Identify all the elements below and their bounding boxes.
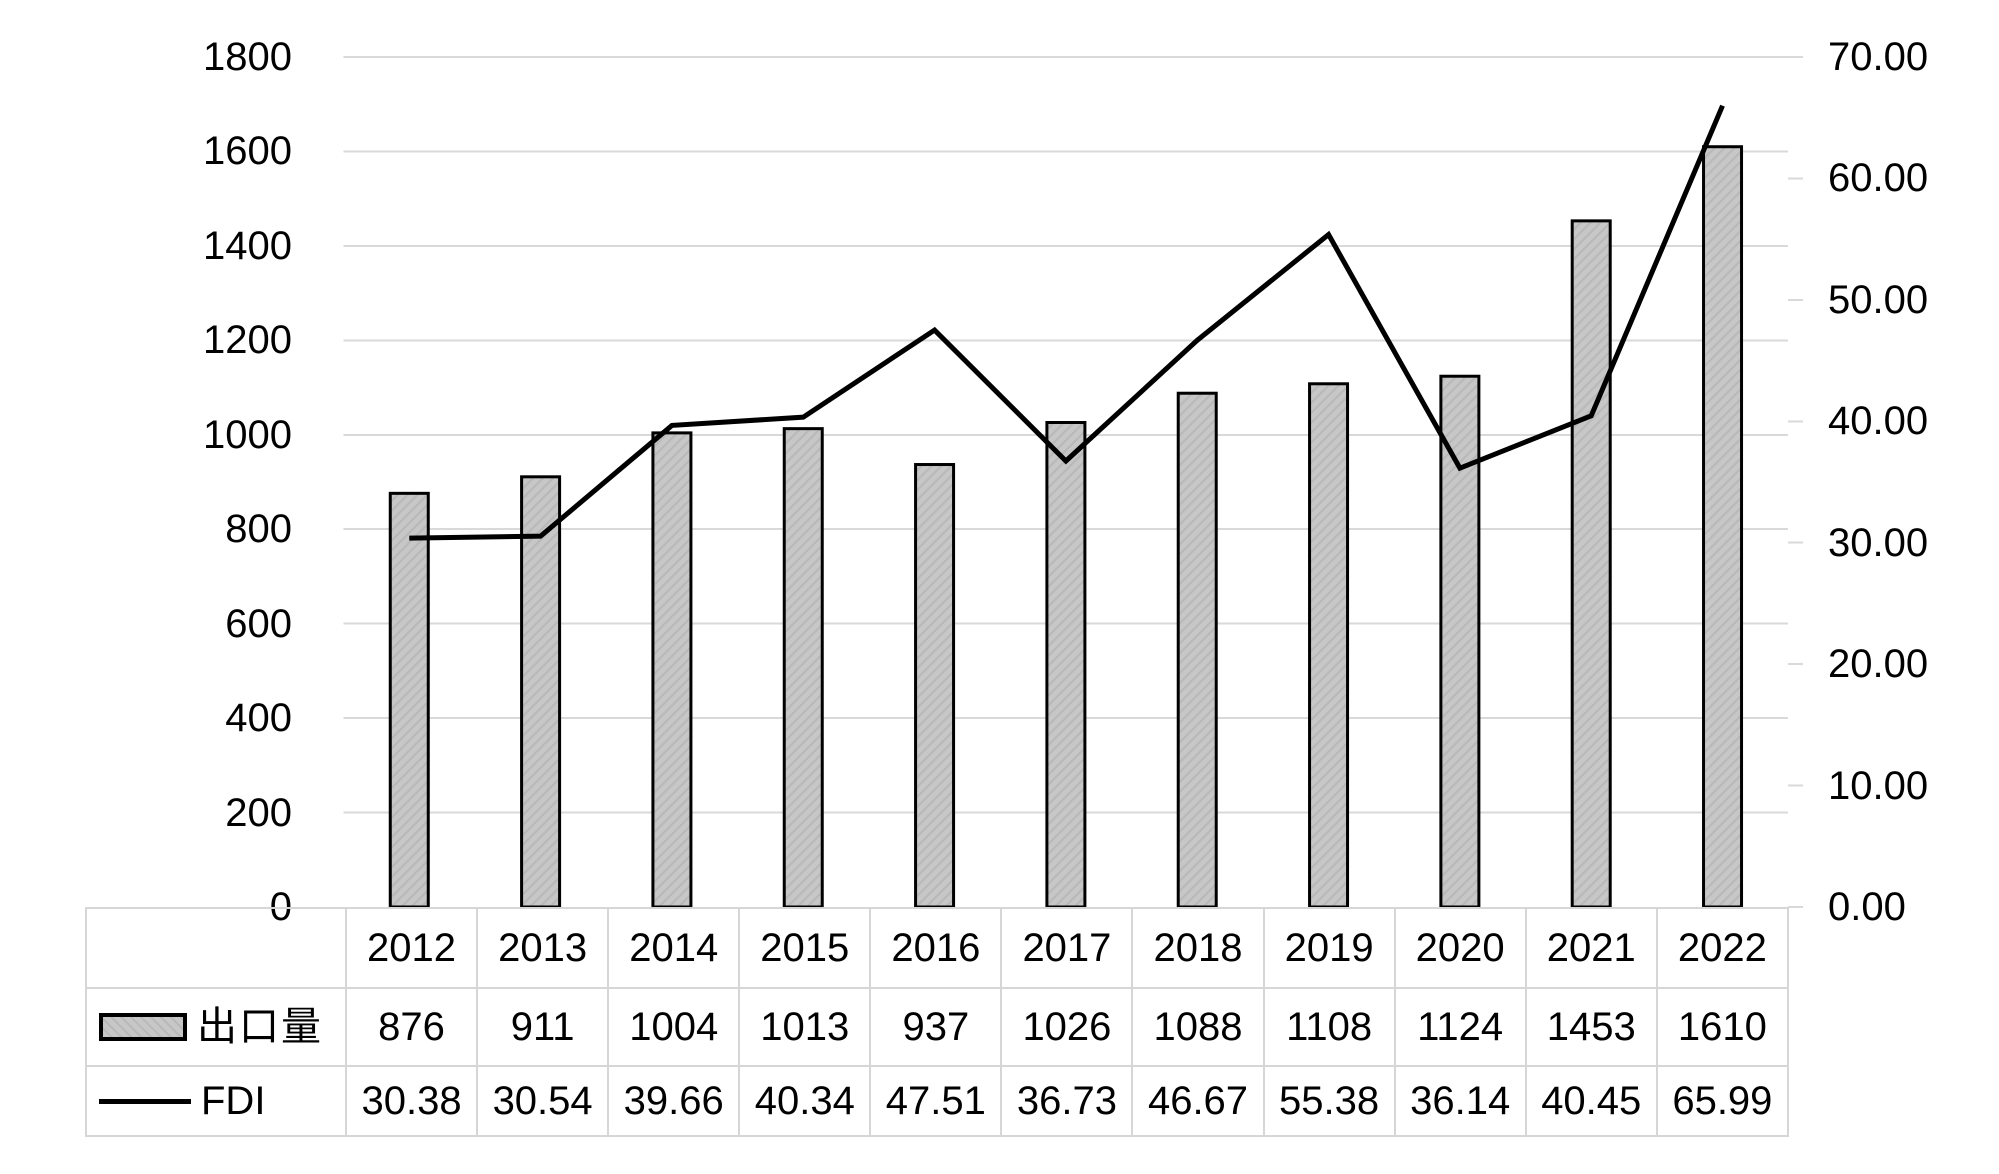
fdi-value-cell: 46.67 bbox=[1131, 1065, 1265, 1137]
chart-data-table: 2012 2013 2014 2015 2016 2017 2018 2019 … bbox=[85, 907, 1790, 1137]
export-value-cell: 1004 bbox=[607, 987, 741, 1067]
fdi-value-cell: 40.34 bbox=[738, 1065, 872, 1137]
export-value-cell: 1013 bbox=[738, 987, 872, 1067]
fdi-value-cell: 40.45 bbox=[1524, 1065, 1658, 1137]
export-value-cell: 876 bbox=[344, 987, 479, 1067]
year-cell: 2016 bbox=[869, 907, 1003, 989]
line-series-swatch-icon bbox=[99, 1098, 191, 1104]
fdi-value-cell: 55.38 bbox=[1262, 1065, 1396, 1137]
year-cell: 2022 bbox=[1655, 907, 1790, 989]
year-cell: 2014 bbox=[607, 907, 741, 989]
year-cell: 2020 bbox=[1393, 907, 1527, 989]
year-cell: 2012 bbox=[344, 907, 479, 989]
bar-2012 bbox=[388, 491, 430, 909]
fdi-value-cell: 36.73 bbox=[1000, 1065, 1134, 1137]
bar-2017 bbox=[1045, 421, 1087, 909]
fdi-value-cell: 39.66 bbox=[607, 1065, 741, 1137]
bar-2022 bbox=[1702, 145, 1744, 909]
year-cell: 2015 bbox=[738, 907, 872, 989]
fdi-value-cell: 65.99 bbox=[1655, 1065, 1790, 1137]
fdi-value-cell: 30.54 bbox=[476, 1065, 610, 1137]
bar-series-swatch-icon bbox=[99, 1013, 187, 1041]
export-value-cell: 1610 bbox=[1655, 987, 1790, 1067]
bar-2014 bbox=[651, 431, 693, 909]
bar-2021 bbox=[1570, 219, 1612, 909]
year-cell: 2017 bbox=[1000, 907, 1134, 989]
bar-2018 bbox=[1176, 391, 1218, 909]
legend-label-fdi: FDI bbox=[201, 1079, 266, 1123]
year-cell: 2021 bbox=[1524, 907, 1658, 989]
export-value-cell: 1026 bbox=[1000, 987, 1134, 1067]
export-value-cell: 1453 bbox=[1524, 987, 1658, 1067]
legend-label-exports: 出口量 bbox=[197, 1004, 323, 1049]
table-row-exports: 出口量 876 911 1004 1013 937 1026 1088 1108… bbox=[85, 987, 1790, 1067]
year-cell: 2018 bbox=[1131, 907, 1265, 989]
bar-2016 bbox=[914, 463, 956, 909]
table-row-years: 2012 2013 2014 2015 2016 2017 2018 2019 … bbox=[85, 907, 1790, 989]
fdi-value-cell: 47.51 bbox=[869, 1065, 1003, 1137]
bar-2013 bbox=[520, 475, 562, 909]
fdi-line bbox=[409, 104, 1725, 541]
export-value-cell: 1088 bbox=[1131, 987, 1265, 1067]
bar-2019 bbox=[1308, 382, 1350, 909]
fdi-value-cell: 36.14 bbox=[1393, 1065, 1527, 1137]
bar-2015 bbox=[782, 427, 824, 909]
export-value-cell: 937 bbox=[869, 987, 1003, 1067]
export-value-cell: 1108 bbox=[1262, 987, 1396, 1067]
export-value-cell: 911 bbox=[476, 987, 610, 1067]
table-row-fdi: FDI 30.38 30.54 39.66 40.34 47.51 36.73 … bbox=[85, 1065, 1790, 1137]
table-corner-blank bbox=[85, 907, 347, 989]
fdi-value-cell: 30.38 bbox=[344, 1065, 479, 1137]
export-value-cell: 1124 bbox=[1393, 987, 1527, 1067]
year-cell: 2019 bbox=[1262, 907, 1396, 989]
bar-2020 bbox=[1439, 374, 1481, 909]
year-cell: 2013 bbox=[476, 907, 610, 989]
legend-cell-exports: 出口量 bbox=[85, 987, 347, 1067]
legend-cell-fdi: FDI bbox=[85, 1065, 347, 1137]
